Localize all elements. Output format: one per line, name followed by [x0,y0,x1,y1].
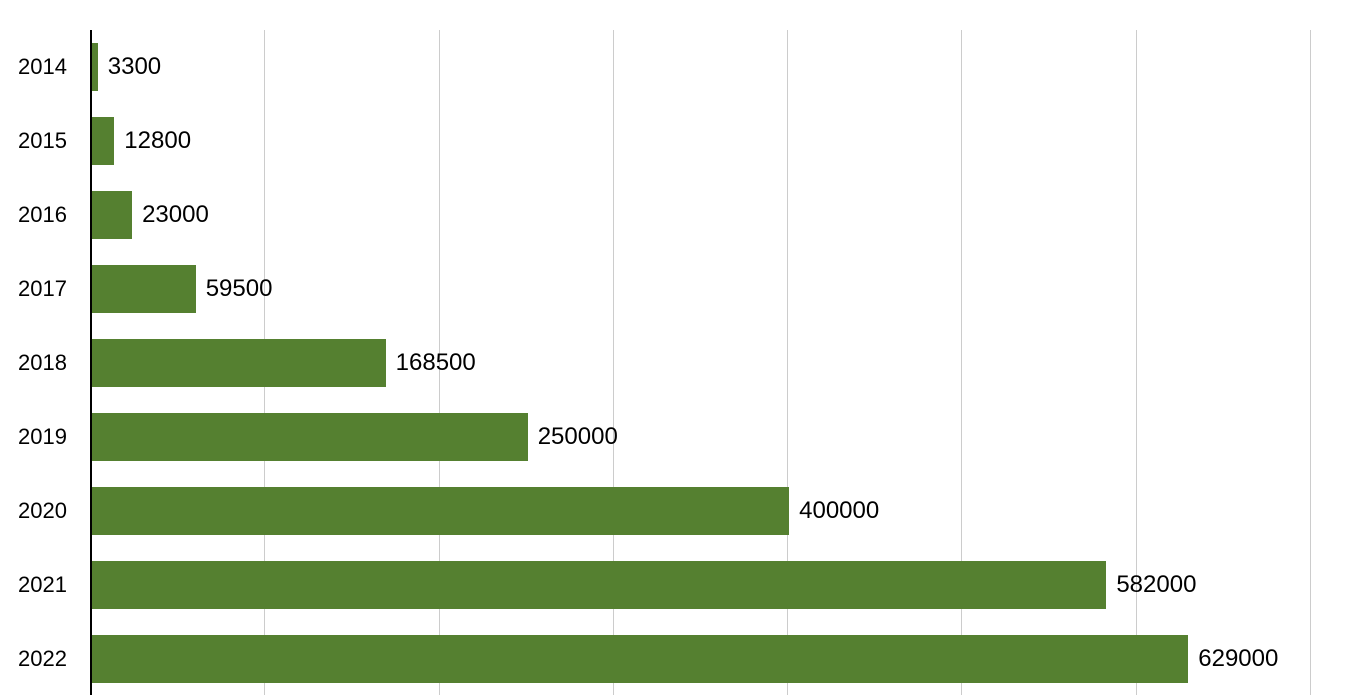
bar [92,265,196,313]
bar [92,117,114,165]
y-axis-label: 2016 [18,202,67,228]
y-axis-label: 2020 [18,498,67,524]
bar [92,487,789,535]
y-axis-label: 2014 [18,54,67,80]
bar-value-label: 23000 [142,201,209,229]
bar-chart: 2014 2015 2016 2017 2018 2019 2020 2021 2022 330… [0,30,1346,700]
bar-value-label: 250000 [538,423,618,451]
bar-value-label: 582000 [1116,571,1196,599]
bar [92,413,528,461]
y-axis-label: 2022 [18,646,67,672]
bar [92,561,1106,609]
y-axis-label: 2018 [18,350,67,376]
y-axis-label: 2017 [18,276,67,302]
y-axis-label: 2021 [18,572,67,598]
plot-area: 3300 12800 23000 59500 168500 250000 400000 582… [90,30,1310,695]
y-axis: 2014 2015 2016 2017 2018 2019 2020 2021 2022 [0,30,75,700]
y-axis-label: 2019 [18,424,67,450]
bar [92,635,1188,683]
bar-value-label: 400000 [799,497,879,525]
bar [92,191,132,239]
y-axis-label: 2015 [18,128,67,154]
bar-value-label: 59500 [206,275,273,303]
bar-value-label: 629000 [1198,645,1278,673]
bar [92,43,98,91]
bar-value-label: 3300 [108,53,161,81]
bar-value-label: 12800 [124,127,191,155]
bar [92,339,386,387]
gridline [1310,30,1311,695]
bar-value-label: 168500 [396,349,476,377]
